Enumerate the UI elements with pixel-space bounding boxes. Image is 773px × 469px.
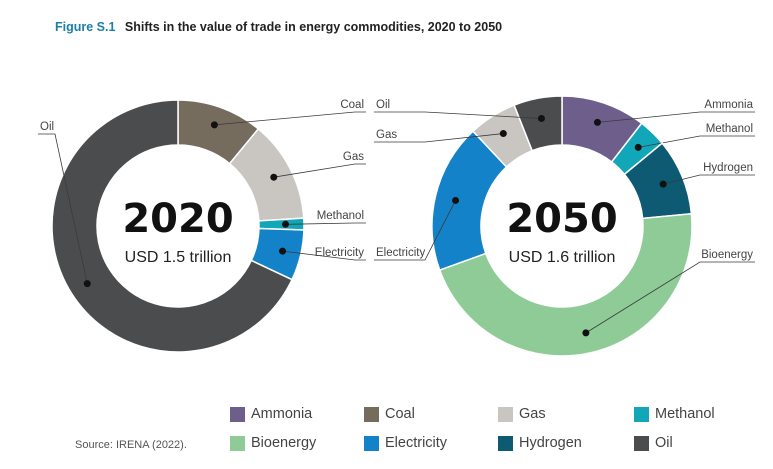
legend-swatch-electricity (364, 435, 379, 451)
label-2050-electricity: Electricity (376, 247, 425, 259)
legend: Ammonia Coal Gas Methanol Bioenergy Electrici… (230, 406, 750, 462)
leader-2020-methanol (285, 222, 366, 225)
legend-item-ammonia: Ammonia (230, 406, 312, 422)
leader-dot-2050-oil (537, 114, 545, 122)
source-note: Source: IRENA (2022). (75, 439, 187, 451)
leader-dot-2020-coal (210, 121, 218, 129)
legend-swatch-oil (634, 435, 649, 451)
legend-item-coal: Coal (364, 406, 415, 422)
label-2020-coal: Coal (340, 99, 364, 111)
leader-2050-hydrogen (663, 174, 755, 185)
leader-dot-2050-bioenergy (582, 329, 590, 337)
leader-dot-2050-methanol (634, 143, 642, 151)
legend-swatch-bioenergy (230, 435, 245, 451)
donut-charts: Coal Gas Methanol Electricity Oil 2020 USD 1.5… (38, 95, 755, 357)
legend-swatch-coal (364, 406, 379, 422)
label-2020-oil: Oil (40, 121, 54, 133)
leader-dot-2020-electricity (279, 247, 287, 255)
leader-2050-electricity (374, 200, 456, 261)
leader-2020-gas (273, 163, 366, 178)
leader-dot-2020-oil (83, 280, 91, 288)
slice-2020-oil (51, 99, 294, 353)
legend-swatch-ammonia (230, 406, 245, 422)
legend-item-electricity: Electricity (364, 435, 447, 451)
leader-2050-ammonia (597, 111, 755, 123)
leader-2020-electricity (282, 250, 366, 261)
figure-title: Shifts in the value of trade in energy c… (124, 20, 503, 34)
label-2050-oil: Oil (376, 99, 390, 111)
leader-2050-methanol (638, 135, 755, 148)
center-year-2020: 2020 (122, 196, 233, 242)
slice-2050-bioenergy (438, 212, 693, 357)
leader-2050-oil (374, 111, 542, 119)
leader-dot-2020-gas (270, 173, 278, 181)
leader-2020-coal (214, 111, 366, 126)
figure-header: Figure S.1 Shifts in the value of trade … (55, 20, 502, 34)
legend-label-oil: Oil (655, 435, 673, 451)
label-2020-gas: Gas (343, 151, 364, 163)
legend-item-gas: Gas (498, 406, 546, 422)
slice-2050-oil (513, 95, 563, 152)
leader-dot-2050-hydrogen (659, 180, 667, 188)
legend-label-electricity: Electricity (385, 435, 448, 451)
label-2050-hydrogen: Hydrogen (703, 162, 753, 174)
center-total-2020: USD 1.5 trillion (125, 249, 232, 266)
legend-label-methanol: Methanol (655, 406, 715, 422)
label-2050-gas: Gas (376, 129, 397, 141)
legend-label-hydrogen: Hydrogen (519, 435, 582, 451)
leader-dot-2050-electricity (452, 196, 460, 204)
legend-label-coal: Coal (385, 406, 415, 422)
label-2050-bioenergy: Bioenergy (701, 249, 753, 261)
legend-label-bioenergy: Bioenergy (251, 435, 317, 451)
label-2050-methanol: Methanol (706, 123, 753, 135)
legend-item-hydrogen: Hydrogen (498, 435, 582, 451)
label-2050-ammonia: Ammonia (704, 99, 753, 111)
label-2020-methanol: Methanol (317, 210, 364, 222)
leader-dot-2050-gas (499, 130, 507, 138)
legend-item-methanol: Methanol (634, 406, 715, 422)
leader-dot-2050-ammonia (593, 118, 601, 126)
center-year-2050: 2050 (506, 196, 617, 242)
legend-label-ammonia: Ammonia (251, 406, 313, 422)
legend-label-gas: Gas (519, 406, 546, 422)
legend-swatch-hydrogen (498, 435, 513, 451)
donut-2020: Coal Gas Methanol Electricity Oil 2020 USD 1.5… (38, 99, 366, 353)
leader-2050-bioenergy (585, 261, 755, 334)
figure-label: Figure S.1 (55, 20, 116, 34)
legend-item-oil: Oil (634, 435, 673, 451)
leader-2050-gas (374, 133, 504, 143)
leader-dot-2020-methanol (281, 220, 289, 228)
label-2020-electricity: Electricity (315, 247, 364, 259)
legend-item-bioenergy: Bioenergy (230, 435, 316, 451)
legend-swatch-methanol (634, 406, 649, 422)
legend-swatch-gas (498, 406, 513, 422)
donut-2050: Ammonia Methanol Hydrogen Bioenergy Electric… (374, 95, 755, 357)
center-total-2050: USD 1.6 trillion (509, 249, 616, 266)
leader-2020-oil (38, 133, 88, 284)
